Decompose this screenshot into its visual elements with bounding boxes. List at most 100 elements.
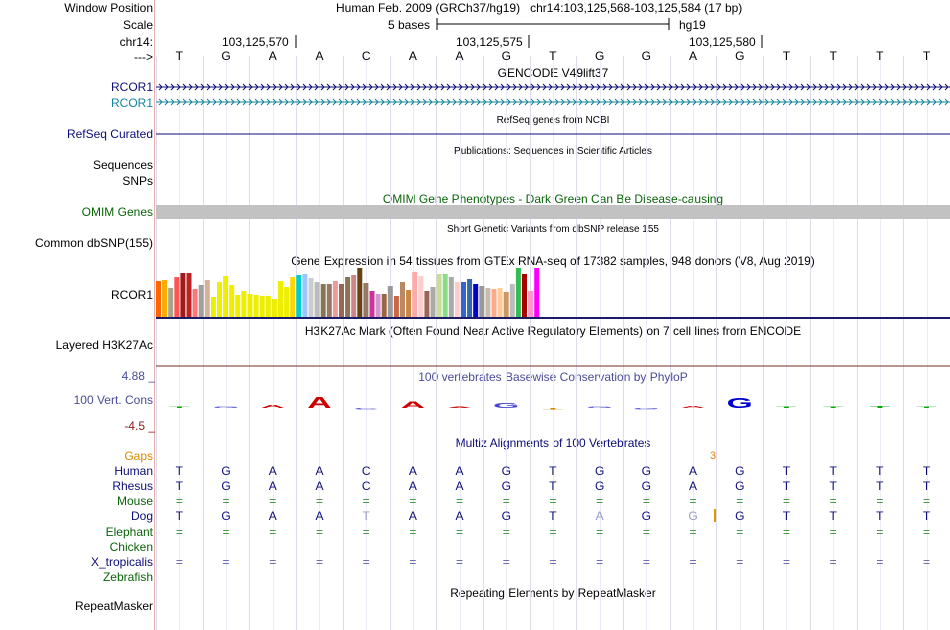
track-label-snps[interactable]: SNPs: [122, 174, 153, 188]
multiz-species-label[interactable]: X_tropicalis: [90, 555, 153, 569]
gtex-tissue-bar[interactable]: [363, 283, 369, 317]
multiz-species-label[interactable]: Chicken: [109, 540, 153, 554]
multiz-species-label[interactable]: Zebrafish: [102, 570, 153, 584]
gtex-tissue-bar[interactable]: [265, 296, 271, 317]
gtex-tissue-bar[interactable]: [235, 295, 241, 317]
gtex-tissue-bar[interactable]: [522, 274, 527, 317]
gtex-tissue-bar[interactable]: [229, 285, 235, 317]
gtex-tissue-bar[interactable]: [369, 291, 375, 317]
gtex-tissue-bar[interactable]: [357, 268, 363, 317]
gtex-tissue-bar[interactable]: [302, 274, 308, 317]
phylop-max-label: 4.88 _: [121, 369, 155, 383]
gtex-tissue-bar[interactable]: [430, 287, 436, 317]
gtex-tissue-bar[interactable]: [174, 277, 180, 317]
alignment-base: =: [456, 555, 463, 569]
gtex-tissue-bar[interactable]: [223, 276, 229, 317]
gtex-tissue-bar[interactable]: [314, 282, 320, 317]
gtex-tissue-bar[interactable]: [454, 282, 460, 317]
track-label-publications[interactable]: Sequences: [92, 158, 153, 172]
gtex-tissue-bar[interactable]: [503, 292, 509, 317]
gtex-tissue-bar[interactable]: [375, 294, 381, 317]
gtex-tissue-bar[interactable]: [326, 284, 332, 317]
gtex-tissue-bar[interactable]: [351, 275, 357, 317]
gtex-tissue-bar[interactable]: [436, 274, 442, 317]
gtex-tissue-bar[interactable]: [479, 286, 485, 317]
gtex-tissue-bar[interactable]: [534, 268, 540, 317]
gtex-tissue-bar[interactable]: [180, 273, 186, 317]
gtex-tissue-bar[interactable]: [296, 275, 302, 317]
gtex-tissue-bar[interactable]: [156, 281, 161, 317]
gtex-tissue-bar[interactable]: [412, 272, 418, 317]
gtex-tissue-bar[interactable]: [210, 297, 216, 317]
gtex-tissue-bar[interactable]: [491, 289, 497, 317]
gtex-tissue-bar[interactable]: [381, 294, 387, 317]
gtex-tissue-bar[interactable]: [204, 280, 210, 317]
gtex-tissue-bar[interactable]: [168, 288, 174, 317]
gtex-tissue-bar[interactable]: [162, 280, 168, 317]
alignment-base: T: [549, 464, 557, 478]
gtex-tissue-bar[interactable]: [467, 279, 473, 317]
gtex-tissue-bar[interactable]: [339, 284, 344, 317]
multiz-species-label[interactable]: Rhesus: [112, 479, 153, 493]
gtex-tissue-bar[interactable]: [461, 282, 466, 317]
gtex-tissue-bar[interactable]: [400, 282, 405, 317]
gtex-tissue-bar[interactable]: [253, 295, 259, 317]
gtex-tissue-bar[interactable]: [485, 288, 491, 317]
alignment-base: T: [549, 509, 557, 523]
omim-gene-bar[interactable]: [156, 205, 950, 219]
multiz-species-label[interactable]: Dog: [130, 509, 153, 523]
track-label-refseq[interactable]: RefSeq Curated: [66, 127, 153, 141]
gtex-tissue-bar[interactable]: [509, 284, 515, 317]
alignment-base: G: [642, 464, 651, 478]
gtex-tissue-bar[interactable]: [387, 286, 393, 317]
gtex-tissue-bar[interactable]: [259, 296, 265, 317]
gtex-tissue-bar[interactable]: [528, 291, 534, 317]
alignment-base: G: [642, 479, 651, 493]
gtex-tissue-bar[interactable]: [278, 281, 283, 317]
alignment-base: T: [176, 509, 184, 523]
gtex-tissue-bar[interactable]: [290, 277, 296, 317]
gtex-tissue-bar[interactable]: [320, 284, 326, 317]
gtex-tissue-bar[interactable]: [406, 290, 412, 317]
multiz-species-label[interactable]: Human: [114, 464, 153, 478]
gtex-tissue-bar[interactable]: [271, 299, 277, 317]
reference-base: A: [689, 49, 697, 63]
gtex-tissue-bar[interactable]: [284, 287, 290, 317]
gtex-tissue-bar[interactable]: [332, 281, 338, 317]
alignment-base: =: [736, 555, 743, 569]
gtex-tissue-bar[interactable]: [393, 296, 399, 317]
track-label-gencode-rcor1-alt[interactable]: RCOR1: [110, 96, 153, 110]
gencode-transcript[interactable]: [156, 83, 950, 91]
gtex-tissue-bar[interactable]: [442, 274, 448, 317]
gtex-tissue-bar[interactable]: [424, 291, 430, 317]
multiz-species-label[interactable]: Elephant: [105, 525, 153, 539]
track-label-gtex-rcor1[interactable]: RCOR1: [110, 288, 153, 302]
multiz-species-label[interactable]: Mouse: [116, 494, 153, 508]
track-label-repeatmasker[interactable]: RepeatMasker: [74, 599, 153, 613]
gtex-tissue-bar[interactable]: [198, 285, 204, 317]
track-label-gencode-rcor1[interactable]: RCOR1: [110, 80, 153, 94]
gtex-tissue-bar[interactable]: [515, 268, 521, 317]
gtex-tissue-bar[interactable]: [418, 276, 424, 317]
track-label-omim[interactable]: OMIM Genes: [81, 205, 153, 219]
gencode-transcript[interactable]: [156, 98, 950, 106]
alignment-base: T: [176, 464, 184, 478]
gtex-tissue-bar[interactable]: [186, 273, 192, 317]
gtex-tissue-bar[interactable]: [217, 282, 222, 317]
gtex-tissue-bar[interactable]: [247, 294, 253, 317]
track-label-dbsnp[interactable]: Common dbSNP(155): [34, 236, 153, 250]
track-label-h3k27ac[interactable]: Layered H3K27Ac: [55, 338, 153, 352]
gtex-tissue-bar[interactable]: [473, 284, 479, 317]
alignment-base: G: [688, 509, 697, 523]
gtex-tissue-bar[interactable]: [308, 278, 314, 317]
gtex-tissue-bar[interactable]: [192, 289, 198, 317]
position-text[interactable]: chr14:103,125,568-103,125,584 (17 bp): [530, 1, 743, 15]
gtex-tissue-bar[interactable]: [241, 291, 247, 317]
gtex-tissue-bar[interactable]: [345, 277, 351, 317]
gtex-tissue-bar[interactable]: [448, 277, 454, 317]
gtex-tissue-bar[interactable]: [497, 288, 503, 317]
alignment-base: T: [876, 479, 884, 493]
track-label-phylop[interactable]: 100 Vert. Cons: [73, 393, 153, 407]
alignment-base: =: [690, 494, 697, 508]
